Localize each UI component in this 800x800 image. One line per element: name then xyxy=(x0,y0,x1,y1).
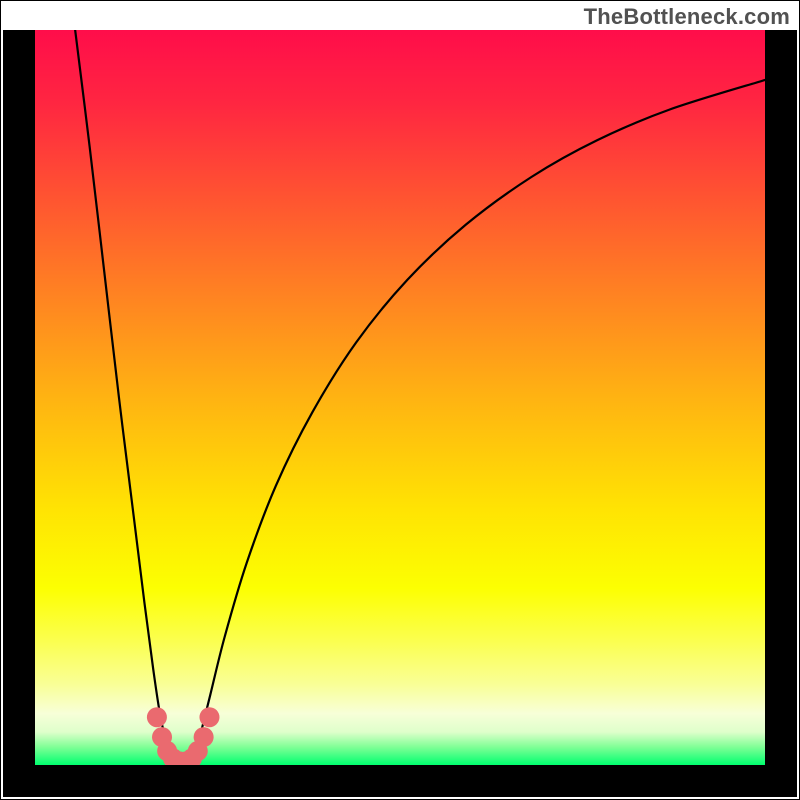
chart-container: TheBottleneck.com xyxy=(0,0,800,800)
watermark-text: TheBottleneck.com xyxy=(584,4,790,30)
chart-svg xyxy=(0,0,800,800)
